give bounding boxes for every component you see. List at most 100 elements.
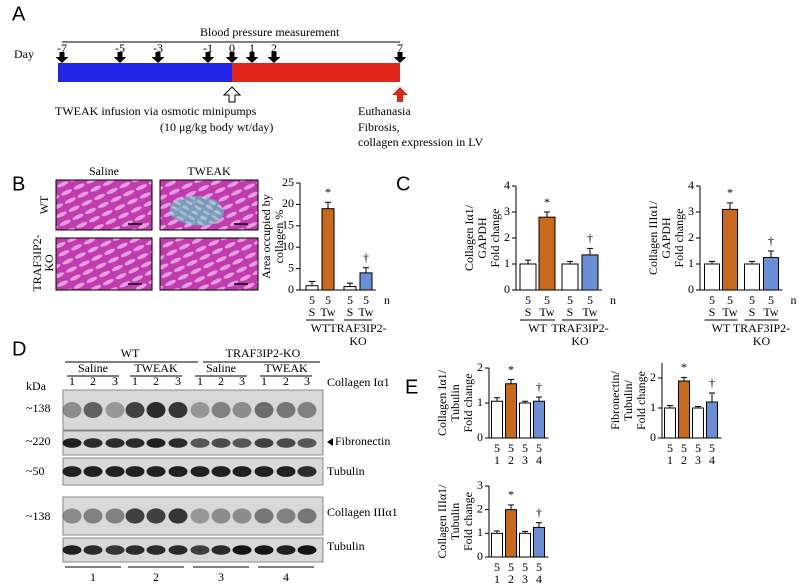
y-tick-label: 4 xyxy=(504,178,510,192)
n-axis-label: n xyxy=(791,293,797,307)
y-tick-label: 1 xyxy=(650,400,656,414)
day-arrow xyxy=(245,52,259,63)
bar xyxy=(305,285,319,291)
bar xyxy=(706,401,718,439)
blot-band xyxy=(146,545,166,555)
blot-strip xyxy=(62,389,324,431)
row-label: WT xyxy=(37,195,51,214)
n-label: 5 xyxy=(325,293,331,307)
y-tick-label: 3 xyxy=(504,204,510,218)
blot-band xyxy=(105,402,125,418)
n-label: 5 xyxy=(494,560,500,574)
y-axis-label: Fold change xyxy=(461,374,475,433)
blot-band xyxy=(232,466,252,477)
blot-band xyxy=(190,466,210,477)
blot-band xyxy=(105,466,125,477)
y-tick-label: 0 xyxy=(504,282,510,296)
y-tick-label: 4 xyxy=(688,178,694,192)
group-label: WT xyxy=(712,321,731,335)
x-tick-label: 1 xyxy=(494,572,500,586)
annotation: * xyxy=(508,488,514,502)
y-axis-label: Collagen Iα1/ xyxy=(435,369,449,436)
blot-band xyxy=(232,402,252,418)
y-tick-label: 10 xyxy=(282,239,294,253)
blot-strip xyxy=(62,496,324,536)
annotation: * xyxy=(544,195,550,209)
y-axis-label: collagen % xyxy=(272,210,286,264)
lane-label: 1 xyxy=(197,374,203,388)
day-tick-label: 2 xyxy=(271,41,277,55)
y-axis-label: Tubulin xyxy=(448,503,462,541)
blot-band xyxy=(83,402,103,418)
bar xyxy=(704,263,720,291)
n-label: 5 xyxy=(525,293,531,307)
x-tick-label: 2 xyxy=(681,453,687,467)
bar xyxy=(678,380,690,439)
x-tick-label: 3 xyxy=(695,453,701,467)
day-tick-label: -7 xyxy=(57,41,67,55)
day-arrow xyxy=(151,52,165,63)
group-number: 1 xyxy=(90,570,96,584)
x-tick-label: S xyxy=(749,305,756,319)
blot-band xyxy=(276,466,296,477)
annotation: * xyxy=(508,362,514,376)
n-label: 5 xyxy=(508,441,514,455)
y-tick-label: 15 xyxy=(282,218,294,232)
scale-bars xyxy=(128,223,248,285)
blot-band xyxy=(254,508,274,524)
blot-band xyxy=(276,545,296,555)
blot-band xyxy=(297,438,317,448)
row-label: KO xyxy=(42,254,56,272)
group-label: WT xyxy=(528,321,547,335)
group-label: WT xyxy=(121,346,140,360)
lane-label: 2 xyxy=(283,374,289,388)
n-label: 5 xyxy=(567,293,573,307)
dose-text: (10 μg/kg body wt/day) xyxy=(160,120,273,134)
blot-band xyxy=(211,466,231,477)
blot-band xyxy=(211,402,231,418)
band-label: Fibronectin xyxy=(335,434,390,448)
panel-label: E xyxy=(405,376,418,398)
day-arrow xyxy=(55,52,69,63)
blot-band xyxy=(211,545,231,555)
x-tick-label: Tw xyxy=(358,305,373,319)
blot-band xyxy=(168,545,188,555)
day-tick-label: 7 xyxy=(397,41,403,55)
y-tick-label: 1 xyxy=(477,395,483,409)
lane-label: 1 xyxy=(69,374,75,388)
annotation: † xyxy=(768,234,774,248)
blot-band xyxy=(254,545,274,555)
y-axis-label: Fold change xyxy=(461,492,475,551)
column-label: TWEAK xyxy=(187,164,231,178)
n-label: 5 xyxy=(667,441,673,455)
y-tick-label: 2 xyxy=(650,370,656,384)
day-tick-label: 0 xyxy=(229,41,235,55)
kda-label: ~220 xyxy=(26,434,51,448)
panel-label: B xyxy=(12,173,25,195)
x-tick-label: 3 xyxy=(522,453,528,467)
y-tick-label: 2 xyxy=(477,501,483,515)
blot-band xyxy=(211,438,231,448)
n-label: 5 xyxy=(709,293,715,307)
day-arrow xyxy=(201,52,215,63)
group-number: 4 xyxy=(283,570,289,584)
treatment-label: Saline xyxy=(78,361,108,375)
blot-band xyxy=(276,402,296,418)
y-axis-label: Fold change xyxy=(672,209,686,268)
y-tick-label: 2 xyxy=(688,230,694,244)
blot-band xyxy=(146,438,166,448)
n-label: 5 xyxy=(536,560,542,574)
blot-band xyxy=(254,402,274,418)
annotation: † xyxy=(363,250,369,264)
blot-band xyxy=(211,508,231,524)
bar xyxy=(722,208,738,291)
blot-band xyxy=(190,508,210,524)
blot-band xyxy=(297,508,317,524)
column-label: Saline xyxy=(89,164,119,178)
annotation: † xyxy=(709,376,715,390)
blot-band xyxy=(146,466,166,477)
y-axis-label: Area occupied by xyxy=(259,194,273,279)
blot-band xyxy=(125,545,145,555)
bar xyxy=(561,263,579,291)
